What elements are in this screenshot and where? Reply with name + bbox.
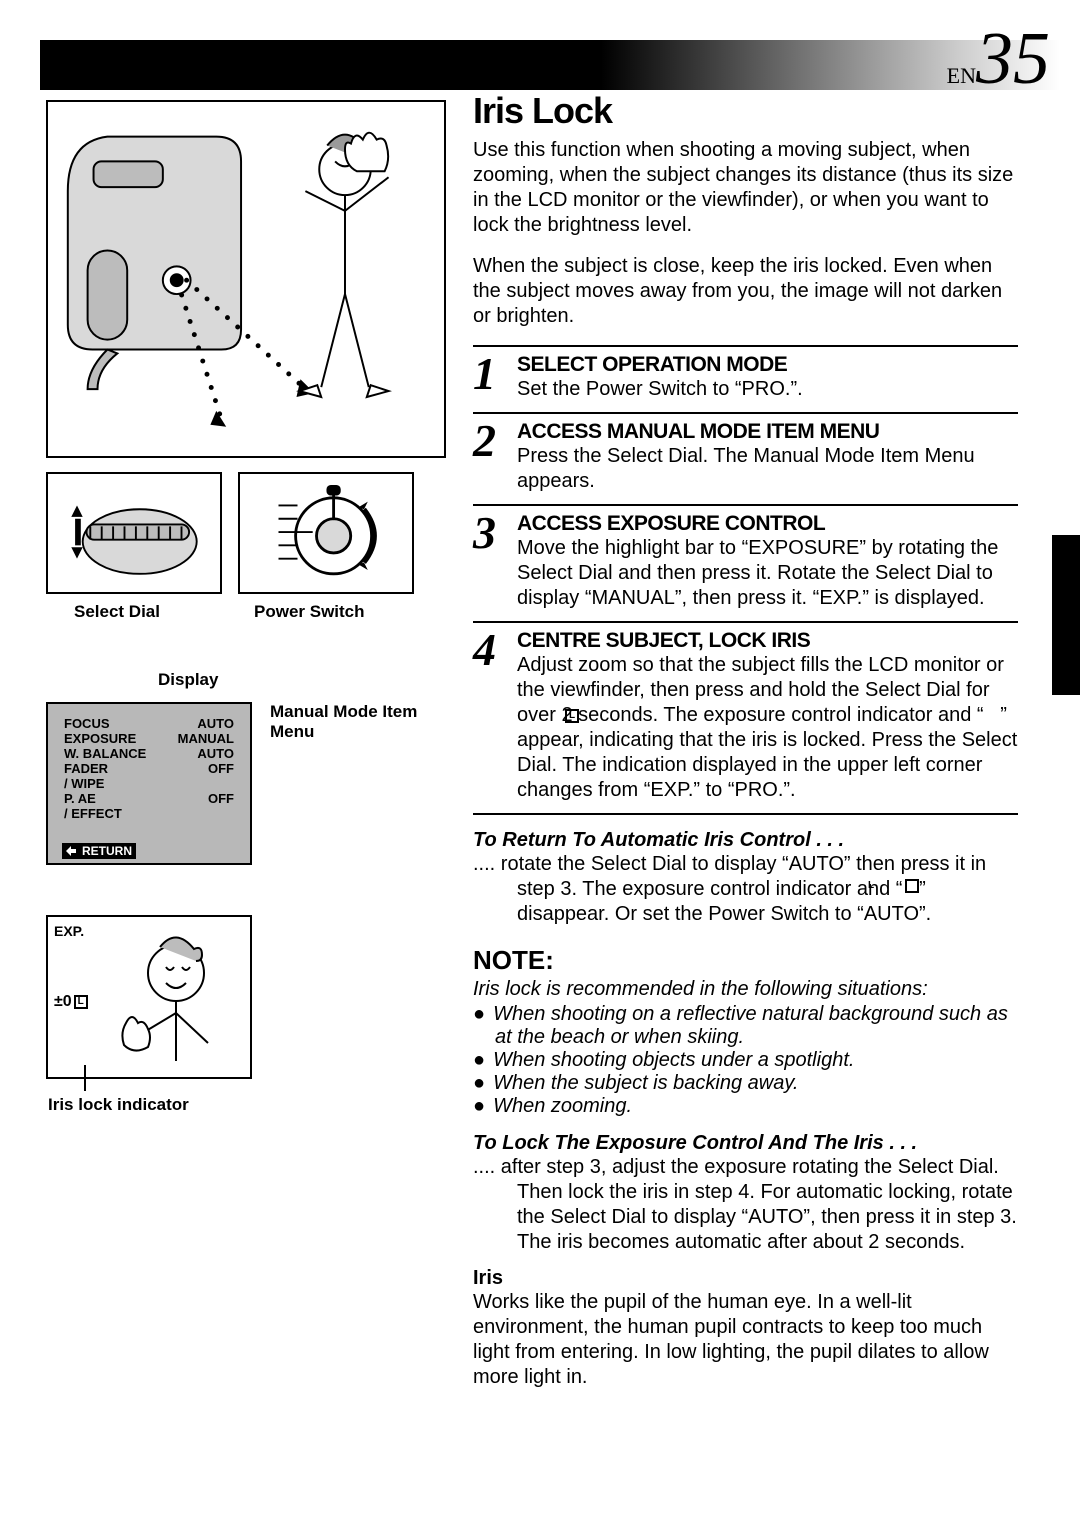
note-item: When zooming. — [473, 1095, 1018, 1118]
return-auto-body: .... rotate the Select Dial to display “… — [473, 852, 1018, 927]
menu-row: FOCUSAUTO — [58, 716, 240, 731]
inline-lock-icon-1: L — [905, 879, 919, 893]
menu-return-label: RETURN — [82, 844, 132, 858]
camera-person-svg — [48, 102, 444, 456]
manual-mode-menu: FOCUSAUTOEXPOSUREMANUALW. BALANCEAUTOFAD… — [46, 702, 252, 865]
note-list: When shooting on a reflective natural ba… — [473, 1003, 1018, 1118]
page-number-block: EN35 — [947, 22, 1050, 96]
step-number: 1 — [473, 353, 517, 406]
step-body: Move the highlight bar to “EXPOSURE” by … — [517, 536, 1018, 611]
iris-lock-caption: Iris lock indicator — [48, 1095, 189, 1115]
main-title: Iris Lock — [473, 90, 1018, 132]
lock-both-title: To Lock The Exposure Control And The Iri… — [473, 1132, 1018, 1155]
iris-lock-indicator-illustration: EXP. ±0 L Iris lock indicator — [46, 915, 252, 1079]
step-number: 4 — [473, 629, 517, 807]
display-heading: Display — [158, 670, 446, 690]
menu-row: P. AEOFF — [58, 791, 240, 806]
note-item: When the subject is backing away. — [473, 1072, 1018, 1095]
step-number: 2 — [473, 420, 517, 498]
step-number: 3 — [473, 512, 517, 615]
step-title: ACCESS EXPOSURE CONTROL — [517, 512, 1018, 536]
select-dial-illustration — [46, 472, 222, 594]
note-item: When shooting on a reflective natural ba… — [473, 1003, 1018, 1049]
intro-para-1: Use this function when shooting a moving… — [473, 138, 1018, 238]
menu-row: FADEROFF — [58, 761, 240, 776]
return-auto-title: To Return To Automatic Iris Control . . … — [473, 829, 1018, 852]
menu-row: EXPOSUREMANUAL — [58, 731, 240, 746]
right-column: Iris Lock Use this function when shootin… — [473, 90, 1018, 1390]
menu-caption: Manual Mode Item Menu — [270, 702, 420, 865]
note-title: NOTE: — [473, 945, 1018, 976]
step: 3ACCESS EXPOSURE CONTROLMove the highlig… — [473, 504, 1018, 615]
iris-def-body: Works like the pupil of the human eye. I… — [473, 1290, 1018, 1390]
step: 1SELECT OPERATION MODESet the Power Swit… — [473, 345, 1018, 406]
camera-scene-illustration — [46, 100, 446, 458]
step-title: ACCESS MANUAL MODE ITEM MENU — [517, 420, 1018, 444]
step-body: Press the Select Dial. The Manual Mode I… — [517, 444, 1018, 494]
step-title: SELECT OPERATION MODE — [517, 353, 1018, 377]
select-dial-label: Select Dial — [46, 602, 236, 622]
step-body: Adjust zoom so that the subject fills th… — [517, 653, 1018, 803]
intro-para-2: When the subject is close, keep the iris… — [473, 254, 1018, 329]
menu-row: / WIPE — [58, 776, 240, 791]
menu-return: RETURN — [62, 843, 136, 859]
step-body: Set the Power Switch to “PRO.”. — [517, 377, 1018, 402]
lock-both-body: .... after step 3, adjust the exposure r… — [473, 1155, 1018, 1255]
inline-lock-icon-step4: L — [565, 709, 579, 723]
menu-row: W. BALANCEAUTO — [58, 746, 240, 761]
header-gradient-bar — [40, 40, 1060, 90]
note-intro: Iris lock is recommended in the followin… — [473, 978, 1018, 1001]
power-switch-label: Power Switch — [236, 602, 365, 622]
page-number: 35 — [976, 18, 1050, 100]
step: 4CENTRE SUBJECT, LOCK IRISAdjust zoom so… — [473, 621, 1018, 807]
step: 2ACCESS MANUAL MODE ITEM MENUPress the S… — [473, 412, 1018, 498]
page-prefix: EN — [947, 63, 976, 88]
iris-def-title: Iris — [473, 1267, 1018, 1290]
power-switch-illustration — [238, 472, 414, 594]
side-tab-label: RECORDING — [1076, 540, 1080, 690]
left-column: Select Dial Power Switch Display FOCUSAU… — [46, 100, 446, 1079]
note-item: When shooting objects under a spotlight. — [473, 1049, 1018, 1072]
menu-row: / EFFECT — [58, 806, 240, 821]
step-title: CENTRE SUBJECT, LOCK IRIS — [517, 629, 1018, 653]
